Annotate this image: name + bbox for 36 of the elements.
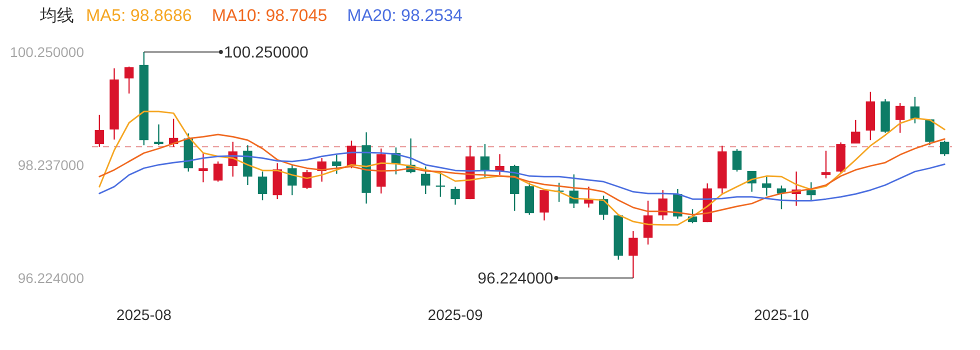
candlestick	[288, 164, 297, 196]
candlestick	[421, 166, 430, 195]
text: MA10: 98.7045	[212, 6, 328, 25]
candlestick	[762, 176, 772, 196]
candlestick	[643, 200, 653, 246]
y-tick-label: 96.224000	[18, 270, 84, 286]
candlestick	[940, 140, 950, 156]
candlestick	[154, 124, 164, 146]
x-tick-label: 2025-08	[116, 307, 172, 324]
text: MA5: 98.8686	[86, 6, 192, 25]
text: MA20: 98.2534	[347, 6, 462, 25]
x-tick-label: 2025-10	[754, 307, 810, 324]
candlestick	[806, 182, 816, 201]
candlestick	[910, 96, 920, 124]
legend-title: 均线	[39, 6, 74, 25]
candlestick	[258, 170, 268, 201]
candlestick	[896, 102, 905, 134]
candlestick	[198, 152, 208, 183]
candlestick	[658, 189, 668, 220]
candlestick	[851, 119, 860, 144]
candlestick	[821, 150, 831, 179]
candlestick	[124, 66, 134, 94]
line-series	[98, 134, 946, 216]
candlestick	[732, 148, 742, 172]
candlestick	[450, 186, 460, 206]
x-tick-label: 2025-09	[428, 307, 483, 324]
candlestick	[213, 160, 223, 182]
candlestick	[94, 114, 104, 148]
candlestick	[628, 230, 638, 279]
candlestick	[540, 188, 549, 222]
candlestick	[302, 169, 312, 190]
annotation: 100.250000	[224, 44, 309, 62]
y-tick-label: 98.237000	[18, 157, 84, 173]
y-tick-label: 100.250000	[10, 44, 84, 60]
candlestick	[332, 154, 342, 174]
annotation: 96.224000	[478, 270, 554, 288]
